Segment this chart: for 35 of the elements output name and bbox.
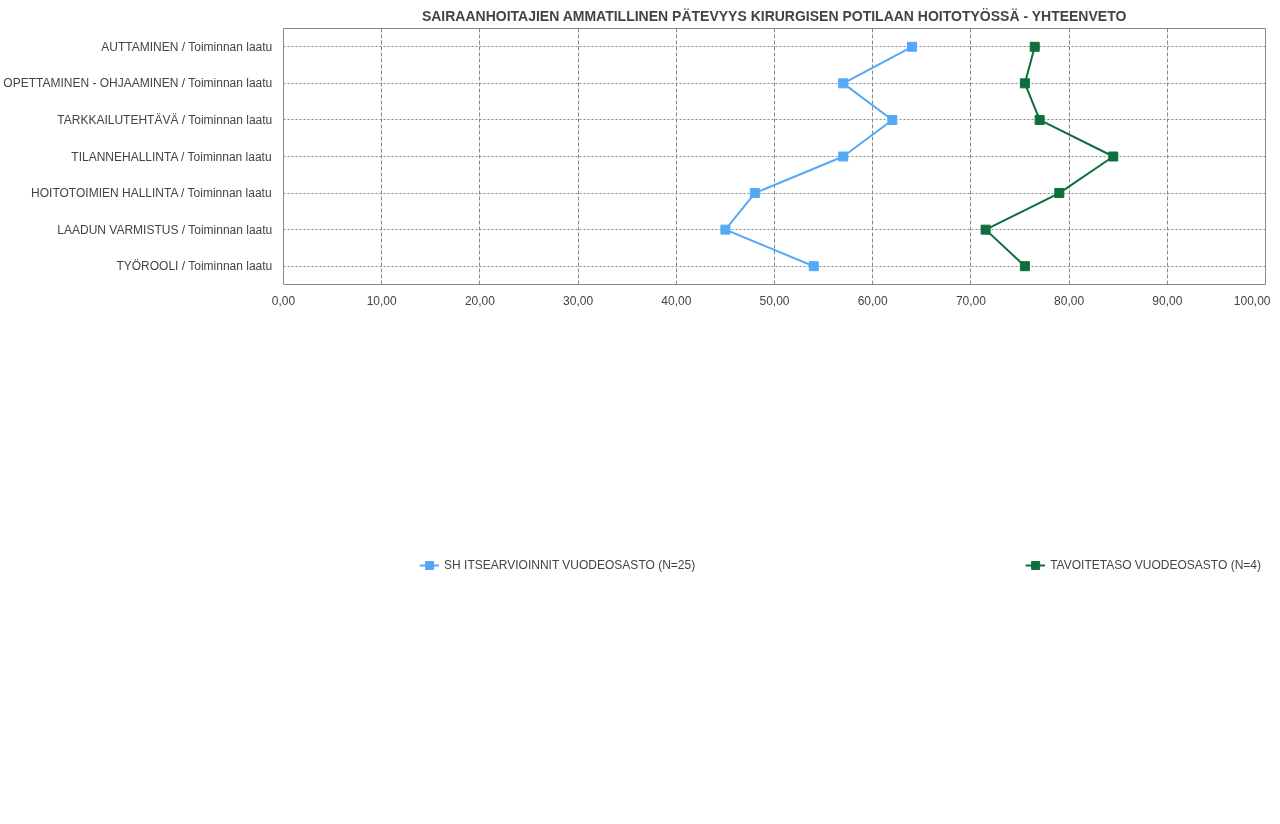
legend-label: TAVOITETASO VUODEOSASTO (N=4) <box>1050 558 1261 572</box>
y-tick-label: LAADUN VARMISTUS / Toiminnan laatu <box>57 222 273 237</box>
point <box>720 224 731 235</box>
point <box>1029 41 1040 52</box>
point <box>980 224 991 235</box>
y-tick-label: TARKKAILUTEHTÄVÄ / Toiminnan laatu <box>57 112 273 127</box>
x-tick-label: 20,00 <box>464 293 496 308</box>
point <box>887 114 898 125</box>
legend-label: SH ITSEARVIOINNIT VUODEOSASTO (N=25) <box>444 558 696 572</box>
point <box>1019 261 1030 272</box>
x-tick-label: 60,00 <box>857 293 889 308</box>
x-tick-label: 40,00 <box>661 293 692 308</box>
y-tick-label: TYÖROOLI / Toiminnan laatu <box>116 259 273 274</box>
point <box>1034 114 1045 125</box>
point <box>808 261 819 272</box>
point <box>838 151 849 162</box>
x-tick-label: 100,00 <box>1233 293 1271 308</box>
x-tick-label: 90,00 <box>1152 293 1183 308</box>
chart-title: SAIRAANHOITAJIEN AMMATILLINEN PÄTEVYYS KIRURGISEN POTILAAN HOITOTYÖSSÄ - YHTEENVETO <box>421 7 1127 24</box>
point <box>1108 151 1119 162</box>
y-tick-label: AUTTAMINEN / Toiminnan laatu <box>101 39 273 54</box>
point <box>838 78 849 89</box>
x-tick-label: 10,00 <box>366 293 398 308</box>
point <box>906 41 917 52</box>
x-tick-label: 30,00 <box>563 293 594 308</box>
point <box>749 188 760 199</box>
x-tick-label: 50,00 <box>759 293 790 308</box>
y-tick-label: HOITOTOIMIEN HALLINTA / Toiminnan laatu <box>31 186 272 201</box>
y-tick-label: TILANNEHALLINTA / Toiminnan laatu <box>71 149 272 164</box>
x-tick-label: 0,00 <box>271 293 296 308</box>
point <box>1054 188 1065 199</box>
point <box>1019 78 1030 89</box>
x-tick-label: 70,00 <box>955 293 987 308</box>
x-tick-label: 80,00 <box>1054 293 1085 308</box>
y-tick-label: OPETTAMINEN - OHJAAMINEN / Toiminnan laatu <box>3 76 273 91</box>
